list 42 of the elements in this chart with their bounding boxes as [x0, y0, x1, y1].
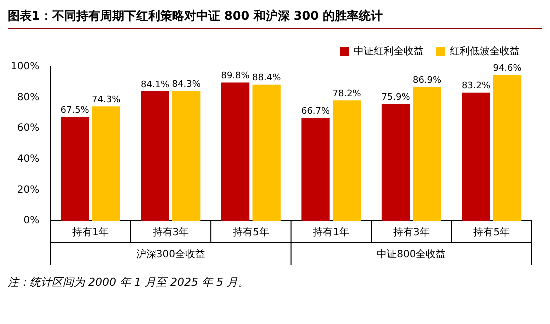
- bar: [462, 92, 490, 221]
- data-label: 89.8%: [221, 72, 250, 82]
- text: 注：统计区间为 2000 年 1 月至 2025 年 5 月。: [8, 275, 250, 290]
- data-label: 84.1%: [141, 80, 170, 90]
- y-tick-label: 40%: [17, 154, 40, 165]
- data-label: 94.6%: [493, 64, 522, 74]
- legend-label: 红利低波全收益: [450, 46, 520, 58]
- y-tick-label: 0%: [24, 216, 40, 227]
- y-tick-label: 60%: [17, 123, 40, 134]
- bar: [302, 118, 330, 221]
- text: 中证800全收益: [377, 248, 446, 261]
- data-label: 75.9%: [382, 92, 411, 103]
- data-label: 88.4%: [252, 74, 282, 84]
- chart-title: 图表1：不同持有周期下红利策略对中证 800 和沪深 300 的胜率统计: [8, 8, 542, 29]
- bar: [413, 87, 442, 221]
- x-tick-label: 持有1年: [72, 226, 109, 239]
- text: 沪深300全收益: [136, 248, 206, 261]
- bar: [221, 82, 250, 221]
- bar: [252, 84, 281, 221]
- y-tick-label: 80%: [17, 92, 40, 104]
- bar: [382, 104, 410, 221]
- legend-label: 中证红利全收益: [354, 46, 424, 58]
- data-label: 67.5%: [60, 106, 90, 116]
- data-label: 74.3%: [92, 95, 122, 106]
- x-tick-label: 持有3年: [393, 226, 430, 239]
- bar: [141, 91, 170, 221]
- data-label: 86.9%: [412, 76, 442, 86]
- x-tick-label: 持有5年: [474, 226, 510, 239]
- data-label: 84.3%: [172, 80, 202, 90]
- data-label: 66.7%: [301, 107, 331, 118]
- y-tick-label: 100%: [10, 62, 40, 73]
- bar: [493, 75, 522, 221]
- x-tick-label: 持有5年: [232, 226, 270, 239]
- bar: [332, 100, 362, 221]
- data-label: 78.2%: [332, 89, 362, 100]
- bar: [92, 106, 120, 221]
- y-tick-label: 20%: [17, 184, 40, 196]
- x-tick-label: 持有3年: [152, 226, 190, 239]
- data-label: 83.2%: [462, 82, 491, 92]
- x-tick-label: 持有1年: [313, 226, 350, 239]
- bar: [172, 91, 201, 221]
- bar: [60, 117, 90, 221]
